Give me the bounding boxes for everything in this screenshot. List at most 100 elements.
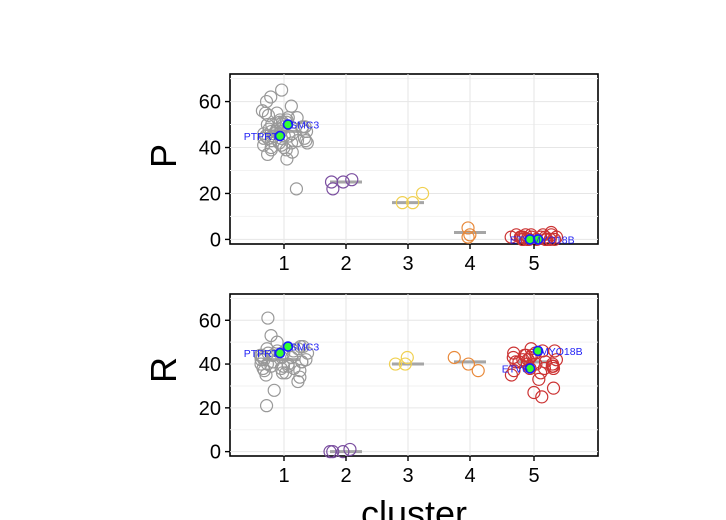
y-tick-label: 40 — [199, 138, 221, 160]
data-point-cluster-2 — [343, 442, 357, 457]
data-point-cluster-4 — [461, 357, 476, 371]
data-point-cluster-1 — [280, 152, 294, 166]
y-tick-label: 60 — [199, 310, 221, 332]
data-point-cluster-5 — [546, 381, 561, 395]
x-tick-label: 4 — [464, 465, 475, 487]
x-tick-label: 4 — [464, 253, 475, 275]
panel-p-ylabel: P — [143, 144, 184, 168]
highlight-point-smc3 — [282, 341, 294, 352]
data-point-cluster-1 — [279, 143, 293, 157]
data-point-cluster-3 — [400, 350, 414, 365]
data-point-cluster-2 — [336, 175, 350, 189]
panel-r: SMC3 PTPRT MYO18B ETV6 0 20 40 60 1 2 3 4 5 R clust… — [143, 293, 599, 520]
x-tick-label: 2 — [340, 465, 351, 487]
data-point-cluster-1 — [293, 364, 307, 378]
y-tick-label: 40 — [199, 354, 221, 376]
gene-label-ptprt: PTPRT — [244, 131, 279, 143]
data-point-cluster-1 — [290, 134, 305, 148]
data-point-cluster-1 — [261, 131, 275, 145]
data-point-cluster-5 — [527, 385, 541, 400]
data-point-cluster-5 — [545, 357, 560, 371]
data-point-cluster-1 — [256, 361, 270, 376]
highlight-point-ptprt — [274, 347, 286, 359]
data-point-cluster-1 — [264, 140, 278, 155]
data-point-cluster-5 — [537, 361, 552, 376]
gene-label-myo18b: MYO18B — [540, 346, 583, 358]
data-point-cluster-1 — [285, 127, 299, 141]
data-point-cluster-1 — [255, 104, 270, 118]
data-point-cluster-2 — [336, 445, 350, 459]
data-point-cluster-5 — [523, 361, 537, 376]
gene-label-etv6: ETV6 — [502, 363, 528, 375]
data-point-cluster-1 — [276, 359, 291, 373]
panel-r-background — [229, 293, 599, 457]
data-point-cluster-3 — [388, 357, 403, 371]
data-point-cluster-1 — [291, 374, 305, 389]
data-point-cluster-3 — [415, 186, 430, 201]
data-point-cluster-5 — [532, 372, 546, 386]
data-point-cluster-1 — [257, 127, 271, 141]
panel-p-ticks: 0 20 40 60 1 2 3 4 5 — [199, 92, 540, 275]
data-point-cluster-4 — [447, 350, 461, 365]
gene-label-myo18b: MYO18B — [532, 234, 575, 246]
data-point-cluster-1 — [279, 366, 293, 380]
x-tick-label: 2 — [340, 253, 351, 275]
y-tick-label: 0 — [210, 229, 221, 251]
gene-label-ptprt: PTPRT — [244, 348, 279, 360]
data-point-cluster-1 — [260, 147, 275, 162]
data-point-cluster-1 — [284, 99, 298, 113]
data-point-cluster-1 — [259, 94, 274, 109]
data-point-cluster-5 — [535, 390, 549, 404]
data-point-cluster-1 — [293, 339, 308, 354]
y-tick-label: 20 — [199, 398, 221, 420]
data-point-cluster-3 — [395, 196, 409, 210]
data-point-cluster-4 — [461, 230, 475, 244]
data-point-cluster-5 — [549, 353, 564, 367]
data-point-cluster-3 — [398, 357, 412, 371]
data-point-cluster-2 — [345, 173, 359, 187]
data-point-cluster-1 — [275, 366, 290, 380]
data-point-cluster-1 — [295, 355, 309, 369]
data-point-cluster-1 — [264, 328, 278, 343]
panel-r-marks: SMC3 PTPRT MYO18B ETV6 — [244, 311, 583, 459]
data-point-cluster-4 — [471, 364, 485, 378]
highlight-point-myo18b — [532, 345, 544, 357]
data-point-cluster-1 — [259, 399, 274, 413]
highlight-point-ptprt — [274, 130, 286, 142]
data-point-cluster-1 — [261, 311, 275, 325]
data-point-cluster-5 — [504, 368, 519, 382]
data-point-cluster-1 — [264, 90, 278, 104]
data-point-cluster-1 — [267, 383, 281, 397]
data-point-cluster-5 — [509, 355, 523, 369]
x-tick-label: 5 — [528, 465, 539, 487]
data-point-cluster-1 — [260, 342, 274, 356]
data-point-cluster-2 — [326, 445, 340, 459]
data-point-cluster-4 — [463, 228, 477, 242]
y-tick-label: 20 — [199, 183, 221, 205]
y-tick-label: 60 — [199, 92, 221, 114]
x-tick-label: 5 — [528, 253, 539, 275]
panel-r-ticks: 0 20 40 60 1 2 3 4 5 — [199, 310, 540, 487]
x-tick-label: 3 — [402, 253, 413, 275]
gene-label-smc3: SMC3 — [290, 120, 319, 132]
highlight-point-smc3 — [282, 119, 294, 130]
data-point-cluster-1 — [295, 120, 310, 134]
panel-r-ylabel: R — [143, 357, 184, 383]
x-tick-label: 1 — [278, 253, 289, 275]
highlight-point-myo18b — [524, 234, 536, 245]
data-point-cluster-1 — [299, 134, 313, 148]
data-point-cluster-2 — [326, 182, 340, 196]
x-axis-title: cluster — [361, 493, 467, 520]
data-point-cluster-1 — [289, 182, 304, 196]
data-point-cluster-1 — [264, 124, 278, 139]
data-point-cluster-1 — [275, 83, 289, 97]
panel-p-background — [229, 73, 599, 245]
y-tick-label: 0 — [210, 442, 221, 464]
gene-label-smc3: SMC3 — [290, 342, 319, 354]
data-point-cluster-3 — [406, 196, 420, 210]
highlight-point-etv6 — [524, 363, 536, 374]
data-point-cluster-5 — [547, 232, 562, 247]
